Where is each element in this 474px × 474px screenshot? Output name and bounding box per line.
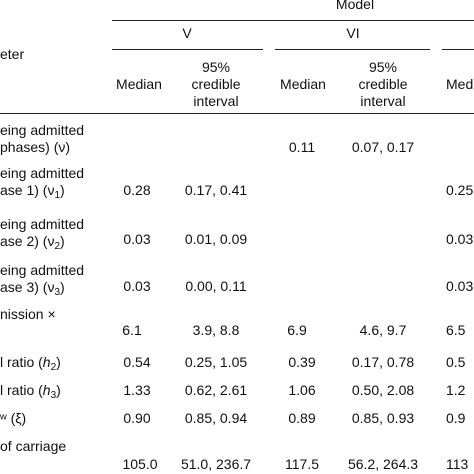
v-ci-heading-line2: credible: [191, 76, 241, 92]
row-nu3-next-median: 0.03: [446, 278, 474, 294]
row-xi-label: ʷ (ξ): [0, 410, 27, 426]
row-admission-vi-ci: 4.6, 9.7: [359, 322, 407, 338]
row-h2-label-subscript: 2: [50, 362, 57, 373]
row-h3-label-var: h: [42, 382, 51, 398]
row-nu2-v-median: 0.03: [123, 231, 151, 247]
row-carriage-v-median: 105.0: [122, 456, 158, 472]
row-nu1-label-subscript: 1: [54, 190, 61, 201]
header-bottom-rule: [0, 113, 474, 114]
row-nu2-next-median: 0.03: [446, 231, 474, 247]
row-carriage-v-ci: 51.0, 236.7: [180, 456, 252, 472]
row-nu2-v-ci: 0.01, 0.09: [184, 231, 248, 247]
row-h3-v-median: 1.33: [123, 382, 151, 398]
vi-ci-heading-line2: credible: [358, 76, 408, 92]
row-admission-label: nission ×: [0, 306, 56, 322]
vi-column-rule: [275, 49, 430, 50]
row-h3-next-median: 1.2: [446, 382, 466, 398]
row-nu1-label-text: ase 1) (ν: [0, 182, 55, 198]
row-xi-vi-ci: 0.85, 0.93: [351, 410, 415, 426]
vi-ci-heading-line3: interval: [360, 93, 406, 109]
next-column-rule: [442, 49, 474, 50]
vi-ci-heading-line1: 95%: [368, 59, 398, 75]
model-heading: Model: [335, 0, 375, 12]
row-nu-vi-median: 0.11: [288, 139, 316, 155]
row-nu-label-line1: eing admitted: [0, 122, 85, 138]
row-nu2-label-line2: ase 2) (ν2): [0, 233, 65, 252]
row-nu3-v-ci: 0.00, 0.11: [185, 278, 247, 294]
row-h2-vi-ci: 0.17, 0.78: [351, 354, 415, 370]
row-admission-v-median: 6.1: [122, 322, 142, 338]
row-h3-label-text: l ratio (: [0, 382, 43, 398]
row-admission-vi-median: 6.9: [287, 322, 307, 338]
row-h2-label: l ratio (h2): [0, 354, 61, 373]
row-nu2-label-text: ase 2) (ν: [0, 233, 55, 249]
parameter-heading: eter: [0, 46, 25, 62]
row-h3-vi-median: 1.06: [288, 382, 316, 398]
row-admission-next-median: 6.5: [446, 322, 466, 338]
row-h2-v-ci: 0.25, 1.05: [184, 354, 248, 370]
row-h2-vi-median: 0.39: [288, 354, 316, 370]
model-header-rule: [112, 20, 474, 21]
row-carriage-next-median: 113: [446, 456, 469, 472]
row-h2-next-median: 0.5: [446, 354, 466, 370]
row-h3-vi-ci: 0.50, 2.08: [351, 382, 415, 398]
row-h2-label-text: l ratio (: [0, 354, 43, 370]
row-nu1-label-close: ): [60, 182, 65, 198]
row-nu3-label-line2: ase 3) (ν3): [0, 279, 65, 298]
row-nu1-label-line1: eing admitted: [0, 165, 85, 181]
row-h2-v-median: 0.54: [123, 354, 151, 370]
vi-median-heading: Median: [280, 76, 326, 92]
row-nu3-label-line1: eing admitted: [0, 262, 85, 278]
row-nu-label-line2: phases) (ν): [0, 139, 71, 155]
row-nu1-label-line2: ase 1) (ν1): [0, 182, 65, 201]
row-h3-label-subscript: 3: [50, 390, 57, 401]
row-xi-v-median: 0.90: [123, 410, 151, 426]
row-nu3-label-subscript: 3: [54, 287, 61, 298]
next-median-heading: Med: [446, 76, 474, 92]
row-nu1-v-median: 0.28: [123, 182, 151, 198]
row-h2-label-close: ): [56, 354, 61, 370]
row-carriage-vi-ci: 56.2, 264.3: [347, 456, 419, 472]
row-nu3-v-median: 0.03: [123, 278, 151, 294]
row-nu3-label-close: ): [60, 279, 65, 295]
v-column-rule: [112, 49, 263, 50]
row-xi-next-median: 0.9: [446, 410, 466, 426]
v-median-heading: Median: [116, 76, 162, 92]
row-nu-vi-ci: 0.07, 0.17: [351, 139, 415, 155]
row-h2-label-var: h: [42, 354, 51, 370]
row-nu2-label-subscript: 2: [54, 241, 61, 252]
v-ci-heading-line1: 95%: [201, 59, 231, 75]
row-h3-label: l ratio (h3): [0, 382, 61, 401]
row-xi-vi-median: 0.89: [288, 410, 316, 426]
model-v-heading: V: [182, 25, 192, 41]
row-nu1-next-median: 0.25: [446, 182, 474, 198]
row-h3-v-ci: 0.62, 2.61: [184, 382, 248, 398]
row-nu2-label-line1: eing admitted: [0, 216, 85, 232]
v-ci-heading-line3: interval: [193, 93, 239, 109]
row-nu2-label-close: ): [60, 233, 65, 249]
model-vi-heading: VI: [346, 25, 360, 41]
row-carriage-vi-median: 117.5: [285, 456, 319, 472]
row-nu3-label-text: ase 3) (ν: [0, 279, 55, 295]
row-h3-label-close: ): [56, 382, 61, 398]
row-carriage-label: of carriage: [0, 438, 67, 454]
row-admission-v-ci: 3.9, 8.8: [192, 322, 240, 338]
row-xi-v-ci: 0.85, 0.94: [184, 410, 248, 426]
row-nu1-v-ci: 0.17, 0.41: [184, 182, 248, 198]
